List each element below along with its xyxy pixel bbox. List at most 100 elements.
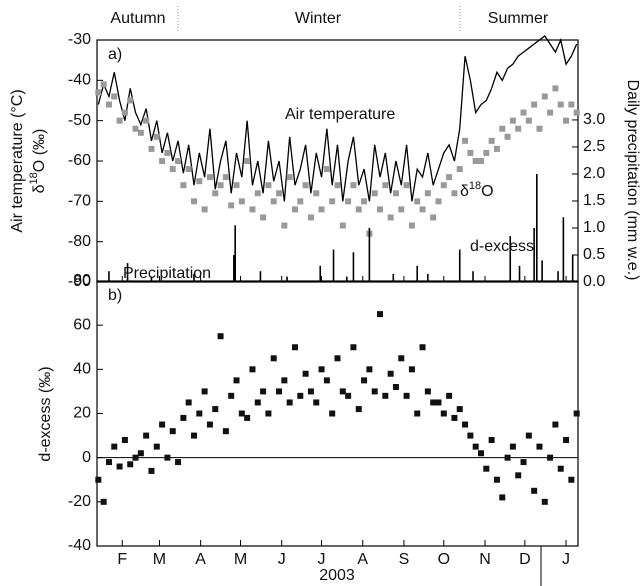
data-point [557, 465, 564, 472]
data-point [164, 149, 171, 156]
data-point [222, 428, 229, 435]
data-point [557, 101, 564, 108]
precip-bar [518, 265, 521, 282]
precip-bar [536, 173, 538, 282]
precip-bar [472, 271, 474, 282]
data-point [254, 399, 261, 406]
data-point [408, 222, 415, 229]
precip-bar [233, 254, 235, 282]
data-point [446, 174, 453, 181]
precip-bar [346, 276, 348, 282]
y-axis-label: δ18O (‰) [28, 129, 48, 194]
data-point [244, 158, 251, 164]
data-point [217, 333, 224, 340]
x-tick-label: A [195, 551, 206, 568]
data-point [116, 117, 123, 124]
y-tick-label: -60 [68, 152, 91, 169]
data-point [403, 182, 410, 189]
data-point [190, 432, 197, 439]
data-point [127, 461, 134, 468]
panel-label: b) [108, 287, 122, 304]
data-point [563, 437, 570, 443]
data-point [228, 202, 235, 209]
annotation: δ18O [460, 180, 494, 200]
y2-tick-label: 0.0 [583, 273, 605, 290]
y-axis-label: Air temperature (°C) [9, 89, 26, 232]
season-label: Summer [488, 10, 549, 27]
data-point [233, 377, 240, 384]
data-point [467, 149, 474, 156]
precip-bar [234, 225, 236, 282]
data-point [190, 198, 197, 205]
precip-bar [150, 276, 153, 282]
data-point [329, 198, 336, 205]
data-point [254, 190, 261, 197]
data-point [159, 421, 166, 428]
precip-bar [332, 249, 335, 282]
data-point [196, 178, 203, 185]
data-point [525, 117, 532, 124]
data-point [467, 432, 474, 439]
x-tick-label: J [318, 551, 326, 568]
data-point [392, 190, 399, 197]
data-point [547, 109, 554, 116]
temperature-line [97, 35, 578, 202]
data-point [196, 410, 203, 417]
annotation: Precipitation [123, 265, 211, 282]
data-point [334, 182, 341, 189]
season-label: Winter [295, 10, 342, 27]
x-axis-label: 2003 [319, 567, 355, 584]
x-tick-label: O [438, 551, 450, 568]
y-tick-label: -90 [68, 273, 91, 290]
data-point [483, 149, 490, 156]
data-point [116, 463, 123, 470]
data-point [414, 410, 421, 417]
data-point [249, 366, 256, 373]
season-label: Autumn [110, 10, 165, 27]
data-point [440, 182, 447, 189]
data-point [148, 467, 155, 474]
x-tick-label: S [399, 551, 410, 568]
data-point [265, 182, 272, 189]
x-tick-label: N [479, 551, 491, 568]
data-point [121, 437, 128, 443]
data-point [361, 198, 368, 205]
data-point [387, 214, 394, 221]
data-point [531, 487, 538, 494]
precip-bar [368, 227, 371, 282]
x-tick-label: F [117, 551, 127, 568]
data-point [297, 198, 304, 205]
y2-tick-label: 2.0 [583, 165, 605, 182]
data-point [419, 206, 426, 213]
data-point [334, 355, 341, 362]
data-point [563, 117, 570, 124]
data-point [350, 344, 357, 351]
y-tick-label: 0 [82, 449, 91, 466]
y-tick-label: -80 [68, 233, 91, 250]
x-tick-label: J [562, 551, 570, 568]
data-point [297, 392, 304, 399]
data-point [547, 454, 554, 461]
data-point [520, 109, 527, 116]
data-point [291, 344, 298, 351]
data-point [206, 174, 213, 181]
data-point [424, 388, 431, 395]
data-point [478, 450, 485, 457]
data-point [121, 109, 128, 116]
data-point [541, 498, 548, 505]
data-point [222, 174, 229, 181]
precip-bar [126, 263, 129, 282]
precip-bar [458, 249, 461, 282]
data-point [105, 101, 112, 108]
y2-tick-label: 1.5 [583, 192, 605, 209]
data-point [238, 198, 245, 205]
data-point [291, 206, 298, 213]
y-tick-label: -40 [68, 72, 91, 89]
data-point [105, 459, 112, 466]
data-point [185, 399, 192, 406]
data-point [472, 443, 479, 450]
precip-bar [286, 276, 288, 282]
data-point [456, 406, 463, 413]
data-point [249, 206, 256, 213]
